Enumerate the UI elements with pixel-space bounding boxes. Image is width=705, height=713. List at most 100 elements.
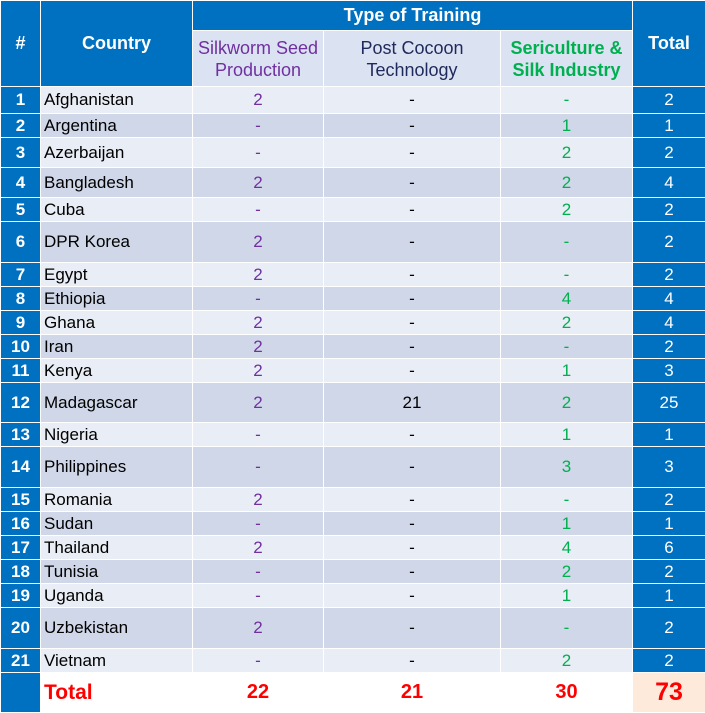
- row-total: 4: [633, 311, 705, 335]
- sericulture-cell: -: [501, 263, 633, 287]
- country-cell: Sudan: [41, 512, 193, 536]
- column-header-silkworm-seed-production: Silkworm Seed Production: [193, 31, 324, 87]
- row-total: 2: [633, 335, 705, 359]
- row-number: 2: [1, 114, 41, 138]
- row-number: 18: [1, 560, 41, 584]
- footer-postcocoon-total: 21: [324, 673, 501, 713]
- silkworm-cell: -: [193, 423, 324, 447]
- footer-grand-total: 73: [633, 673, 705, 713]
- postcocoon-cell: -: [324, 584, 501, 608]
- silkworm-cell: 2: [193, 359, 324, 383]
- silkworm-cell: -: [193, 447, 324, 488]
- country-cell: Tunisia: [41, 560, 193, 584]
- silkworm-cell: 2: [193, 263, 324, 287]
- country-cell: Vietnam: [41, 649, 193, 673]
- row-number: 17: [1, 536, 41, 560]
- footer-silkworm-total: 22: [193, 673, 324, 713]
- sericulture-cell: 1: [501, 423, 633, 447]
- sericulture-cell: -: [501, 87, 633, 114]
- row-number: 14: [1, 447, 41, 488]
- column-header-number: #: [1, 1, 41, 87]
- header-line: Post Cocoon: [360, 38, 463, 58]
- row-total: 25: [633, 383, 705, 423]
- row-number: 3: [1, 138, 41, 168]
- column-header-sericulture-silk-industry: Sericulture & Silk Industry: [501, 31, 633, 87]
- postcocoon-cell: -: [324, 536, 501, 560]
- row-total: 2: [633, 560, 705, 584]
- country-cell: Iran: [41, 335, 193, 359]
- column-header-post-cocoon-technology: Post Cocoon Technology: [324, 31, 501, 87]
- postcocoon-cell: -: [324, 168, 501, 198]
- postcocoon-cell: -: [324, 287, 501, 311]
- sericulture-cell: 4: [501, 536, 633, 560]
- postcocoon-cell: -: [324, 311, 501, 335]
- row-number: 8: [1, 287, 41, 311]
- sericulture-cell: 3: [501, 447, 633, 488]
- column-header-country: Country: [41, 1, 193, 87]
- row-number: 1: [1, 87, 41, 114]
- row-total: 6: [633, 536, 705, 560]
- postcocoon-cell: -: [324, 138, 501, 168]
- silkworm-cell: 2: [193, 536, 324, 560]
- postcocoon-cell: 21: [324, 383, 501, 423]
- country-cell: Uganda: [41, 584, 193, 608]
- row-number: 4: [1, 168, 41, 198]
- row-number: 9: [1, 311, 41, 335]
- row-total: 2: [633, 138, 705, 168]
- sericulture-cell: 2: [501, 383, 633, 423]
- postcocoon-cell: -: [324, 114, 501, 138]
- row-number: 19: [1, 584, 41, 608]
- column-header-type-of-training: Type of Training: [193, 1, 633, 31]
- postcocoon-cell: -: [324, 335, 501, 359]
- column-header-total: Total: [633, 1, 705, 87]
- country-cell: Egypt: [41, 263, 193, 287]
- row-total: 4: [633, 168, 705, 198]
- sericulture-cell: 2: [501, 560, 633, 584]
- sericulture-cell: 1: [501, 359, 633, 383]
- header-line: Silk Industry: [512, 60, 620, 80]
- row-total: 4: [633, 287, 705, 311]
- row-number: 5: [1, 198, 41, 222]
- header-line: Technology: [366, 60, 457, 80]
- country-cell: Afghanistan: [41, 87, 193, 114]
- sericulture-cell: 4: [501, 287, 633, 311]
- row-number: 12: [1, 383, 41, 423]
- country-cell: DPR Korea: [41, 222, 193, 263]
- country-cell: Uzbekistan: [41, 608, 193, 649]
- row-total: 2: [633, 608, 705, 649]
- silkworm-cell: 2: [193, 608, 324, 649]
- sericulture-cell: 2: [501, 649, 633, 673]
- country-cell: Philippines: [41, 447, 193, 488]
- country-cell: Thailand: [41, 536, 193, 560]
- country-cell: Ethiopia: [41, 287, 193, 311]
- postcocoon-cell: -: [324, 649, 501, 673]
- header-line: Silkworm Seed: [198, 38, 318, 58]
- row-number: 11: [1, 359, 41, 383]
- silkworm-cell: -: [193, 584, 324, 608]
- postcocoon-cell: -: [324, 198, 501, 222]
- postcocoon-cell: -: [324, 560, 501, 584]
- row-total: 2: [633, 198, 705, 222]
- country-cell: Nigeria: [41, 423, 193, 447]
- row-total: 3: [633, 447, 705, 488]
- sericulture-cell: 1: [501, 114, 633, 138]
- postcocoon-cell: -: [324, 263, 501, 287]
- footer-sericulture-total: 30: [501, 673, 633, 713]
- row-total: 1: [633, 584, 705, 608]
- silkworm-cell: 2: [193, 383, 324, 423]
- row-total: 1: [633, 512, 705, 536]
- country-cell: Madagascar: [41, 383, 193, 423]
- row-number: 20: [1, 608, 41, 649]
